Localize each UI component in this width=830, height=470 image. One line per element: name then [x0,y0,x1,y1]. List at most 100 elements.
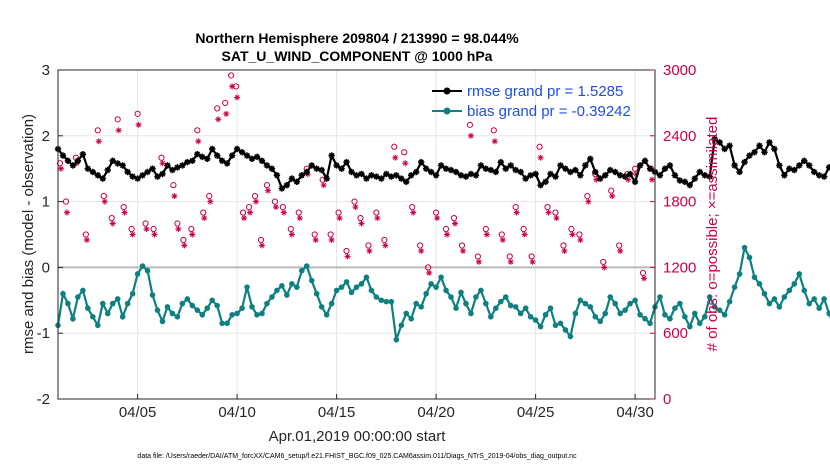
rmse-point [686,181,694,189]
rmse-point [626,170,634,178]
obs-assimilated-point [171,193,178,200]
obs-assimilated-point [499,236,506,243]
rmse-point [413,168,420,176]
obs-assimilated-point [358,220,365,227]
bias-point [478,287,484,294]
bias-point [811,296,817,302]
rmse-point [661,165,669,172]
right-axis-ticks: 0 600 1200 1800 2400 3000 [650,62,696,408]
bias-point [751,274,758,281]
rmse-point [811,168,818,176]
bias-point [826,310,830,317]
bias-point [468,310,474,317]
rmse-point [408,172,415,179]
bias-point [512,304,519,310]
rmse-point [94,172,101,179]
obs-possible-point [425,264,432,271]
obs-assimilated-point [288,231,295,238]
obs-possible-point [271,198,279,205]
bias-point [80,287,86,294]
rmse-point [776,162,783,169]
rmse-point [403,178,410,186]
bias-point [423,290,429,297]
bias-point [269,294,275,300]
obs-possible-point [357,214,364,222]
rmse-point [756,142,763,149]
rmse-point [323,175,330,182]
rmse-point [761,149,768,156]
bias-point [159,318,166,325]
obs-possible-markers [56,72,655,276]
rmse-point [482,165,490,172]
bias-point [204,305,211,311]
legend-bias-label: bias grand pr = -0.39242 [467,103,631,120]
bias-point [682,313,688,320]
obs-possible-point [287,225,294,233]
obs-assimilated-point [129,231,136,238]
obs-assimilated-point [83,236,90,243]
bias-point [677,300,683,307]
obs-assimilated-point [410,209,417,216]
obs-possible-point [108,214,115,222]
rmse-point [298,172,305,179]
obs-possible-point [150,225,157,233]
bias-point [497,298,504,305]
bias-point [672,305,678,311]
bias-point [179,300,186,307]
rmse-series [54,135,830,192]
rmse-point [144,168,151,176]
bias-point [527,313,534,320]
bias-point [473,294,479,300]
rmse-point [258,157,266,165]
bias-point [209,297,216,304]
y-tick-label: 0 [42,259,50,276]
bias-point [284,292,290,298]
obs-possible-point [120,203,127,211]
rmse-point [422,165,430,172]
rmse-point [139,172,146,179]
bias-point [647,320,653,327]
bias-point [816,305,822,311]
bias-point [75,294,81,300]
obs-assimilated-point [207,198,214,205]
rmse-point [582,162,589,169]
rmse-point [616,172,624,179]
rmse-point [199,153,206,161]
rmse-point [348,168,355,176]
bias-point [229,311,235,318]
obs-assimilated-point [63,209,70,216]
obs-assimilated-point [513,209,520,216]
bias-point [353,284,360,290]
obs-assimilated-point [223,110,230,117]
obs-assimilated-point [189,231,196,238]
bias-point [756,281,763,287]
bias-point [721,311,728,318]
obs-assimilated-point [344,253,351,260]
obs-assimilated-point [272,204,279,211]
bias-point [383,298,390,305]
y-tick-label: 1 [42,194,50,211]
bias-point [413,300,420,307]
obs-assimilated-point [143,226,150,233]
rmse-point [457,172,465,179]
rmse-point [731,162,738,169]
obs-possible-point [433,209,440,216]
legend-bias-marker [443,107,451,115]
obs-possible-point [100,193,107,200]
rmse-point [621,173,629,180]
right-tick-label: 2400 [663,128,696,145]
obs-assimilated-point [529,258,536,265]
obs-assimilated-point [649,176,656,183]
rmse-point [104,166,111,174]
rmse-point [248,155,256,163]
obs-assimilated-point [175,226,182,233]
rmse-point [751,149,758,156]
obs-possible-point [174,220,181,227]
bias-point [766,300,773,307]
bias-point [119,313,126,320]
bias-point [244,284,250,290]
rmse-point [313,165,320,172]
obs-possible-point [180,236,187,244]
obs-possible-point [506,253,513,260]
bias-point [622,307,628,313]
